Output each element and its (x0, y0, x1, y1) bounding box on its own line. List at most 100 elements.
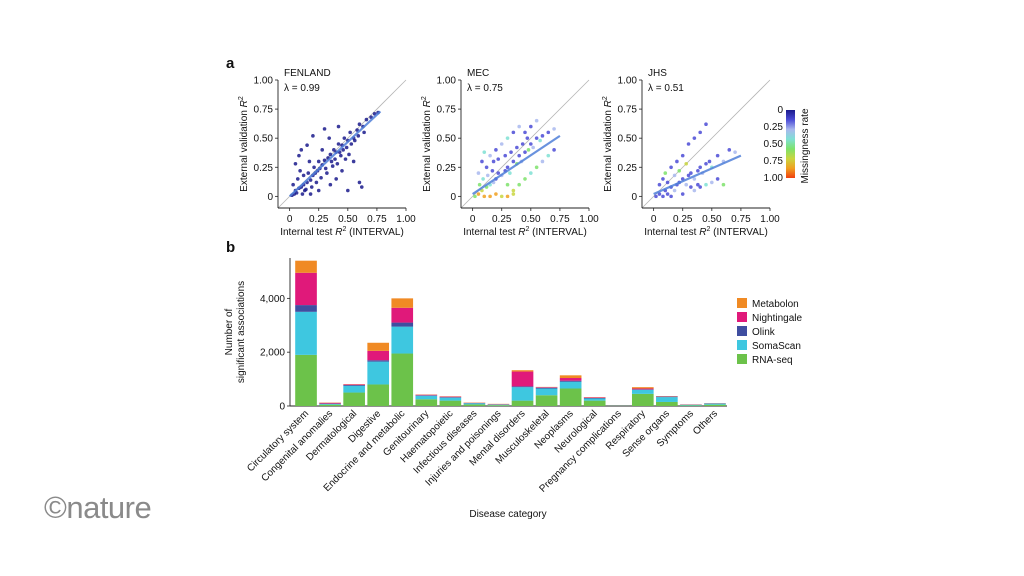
data-point (357, 122, 362, 127)
data-point (525, 136, 530, 140)
data-point (505, 194, 510, 199)
category-label: Others (691, 408, 720, 437)
bar-segment (656, 396, 678, 398)
data-point (340, 168, 344, 173)
bar-segment (535, 395, 558, 406)
colorbar-tick-label: 0.25 (764, 122, 784, 133)
data-point (333, 157, 337, 161)
cohort-name: FENLAND (284, 68, 331, 79)
nature-logo: ©nature (44, 490, 152, 525)
data-point (508, 171, 512, 175)
colorbar-tick-label: 0.75 (764, 156, 784, 167)
bar-legend: Metabolon Nightingale Olink SomaScan RNA-seq (737, 298, 802, 366)
data-point (692, 177, 697, 181)
data-point (344, 145, 349, 150)
x-tick-label: 0.75 (731, 214, 751, 225)
bar-segment (583, 397, 606, 399)
bar-x-axis-label: Disease category (469, 509, 546, 520)
data-point (684, 182, 689, 187)
data-point (704, 161, 708, 166)
x-tick-label: 1.00 (760, 214, 780, 225)
legend-label: Olink (752, 327, 776, 338)
data-point (704, 122, 708, 127)
panel-a-letter: a (226, 55, 235, 72)
data-point (323, 166, 328, 171)
data-point (523, 130, 527, 135)
bar-segment (343, 385, 365, 386)
bar-segment (511, 400, 534, 406)
data-point (531, 145, 535, 150)
data-point (316, 188, 321, 193)
bar-segment (367, 360, 390, 362)
data-point (529, 142, 533, 146)
data-point (301, 173, 306, 178)
data-point (509, 150, 513, 154)
y-tick-label: 0.50 (437, 134, 457, 145)
data-point (308, 178, 313, 182)
data-point (328, 182, 333, 187)
data-point (663, 171, 668, 175)
data-point (488, 194, 492, 199)
bar-segment (559, 375, 582, 379)
data-point (675, 159, 679, 164)
data-point (364, 117, 369, 122)
data-point (540, 159, 545, 164)
data-point (546, 153, 551, 158)
x-axis-label: Internal test R2 (INTERVAL) (644, 226, 768, 238)
data-point (494, 192, 498, 196)
data-point (552, 148, 556, 152)
legend-swatch (737, 340, 747, 350)
bar-segment (415, 399, 438, 406)
y-tick-label: 0.75 (618, 105, 638, 116)
cohort-name: JHS (648, 68, 667, 79)
data-point (349, 142, 354, 146)
bar-segment (295, 305, 317, 312)
data-point (488, 153, 492, 158)
data-point (496, 171, 501, 175)
data-point (511, 130, 516, 135)
data-point (727, 148, 732, 152)
data-point (325, 171, 329, 175)
data-point (312, 165, 316, 170)
panel-b-letter: b (226, 239, 235, 256)
fit-line (472, 134, 561, 195)
data-point (710, 180, 714, 185)
data-point (485, 173, 490, 178)
bar-segment (319, 404, 341, 406)
bar-y-tick-label: 0 (279, 402, 285, 413)
y-tick-label: 1.00 (618, 76, 638, 87)
data-point (336, 124, 341, 129)
bar-segment (631, 389, 654, 390)
colorbar-gradient (786, 110, 795, 178)
bar-segment (439, 400, 462, 406)
y-tick-label: 1.00 (437, 76, 457, 87)
data-point (476, 192, 481, 196)
data-point (329, 159, 334, 164)
colorbar-tick-label: 1.00 (764, 173, 784, 184)
data-point (523, 177, 527, 181)
bar-segment (439, 397, 462, 401)
bar-segment (656, 401, 678, 406)
data-point (657, 192, 662, 196)
scatter-panel-mec: 0 0.25 0.50 0.75 1.00 0 0.25 0.50 0.75 1.00 MEC λ =… (421, 68, 599, 238)
data-point (359, 185, 364, 189)
data-point (505, 136, 510, 140)
data-point (309, 185, 314, 189)
bar-segment (511, 370, 534, 372)
bar-segment (391, 326, 414, 354)
data-point (362, 130, 366, 135)
data-point (291, 182, 295, 187)
data-point (343, 157, 348, 161)
data-point (523, 150, 527, 154)
x-tick-label: 0.75 (367, 214, 387, 225)
legend-swatch (737, 326, 747, 336)
lambda-label: λ = 0.99 (284, 83, 320, 94)
lambda-label: λ = 0.75 (467, 83, 503, 94)
data-point (692, 136, 697, 140)
data-point (657, 182, 662, 187)
bar-segment (680, 405, 702, 406)
x-tick-label: 0.75 (550, 214, 570, 225)
data-point (540, 134, 545, 138)
